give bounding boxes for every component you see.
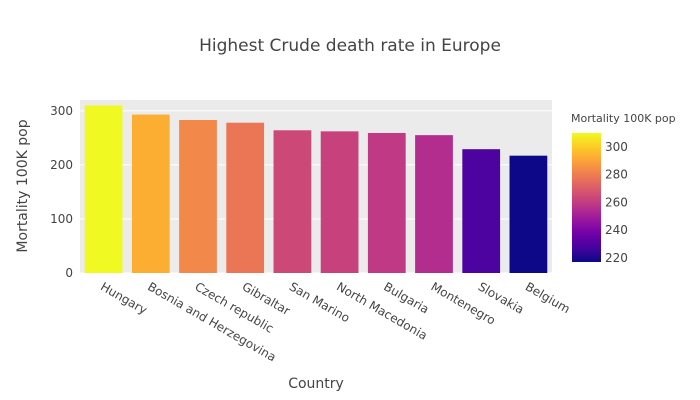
- chart-title: Highest Crude death rate in Europe: [199, 36, 501, 56]
- colorbar: Mortality 100K pop 220 240 260 280 300: [571, 112, 676, 265]
- bar: [84, 105, 123, 273]
- bar: [367, 132, 406, 273]
- bar: [462, 149, 501, 273]
- y-tick-label: 200: [50, 158, 73, 172]
- colorbar-tick-label: 260: [605, 195, 628, 209]
- bar: [131, 114, 170, 273]
- x-axis-title: Country: [288, 376, 344, 392]
- y-tick-label: 100: [50, 212, 73, 226]
- bar: [320, 131, 359, 273]
- colorbar-tick-label: 240: [605, 223, 628, 237]
- bar: [179, 120, 217, 273]
- x-tick-label: Belgium: [523, 279, 573, 316]
- x-tick-label: Hungary: [98, 279, 149, 317]
- bar: [226, 122, 265, 273]
- bars: [84, 105, 548, 273]
- colorbar-tick-label: 300: [605, 140, 628, 154]
- colorbar-tick-labels: 220 240 260 280 300: [605, 140, 628, 265]
- bar: [273, 130, 312, 273]
- y-tick-label: 300: [50, 104, 73, 118]
- y-axis-title: Mortality 100K pop: [15, 119, 31, 252]
- colorbar-tick-label: 220: [605, 251, 628, 265]
- y-tick-labels: 0 100 200 300: [50, 104, 73, 280]
- colorbar-title: Mortality 100K pop: [571, 112, 676, 125]
- colorbar-gradient: [572, 133, 601, 262]
- bar: [415, 135, 453, 273]
- colorbar-tick-label: 280: [605, 168, 628, 182]
- y-tick-label: 0: [65, 266, 73, 280]
- bar: [509, 155, 548, 273]
